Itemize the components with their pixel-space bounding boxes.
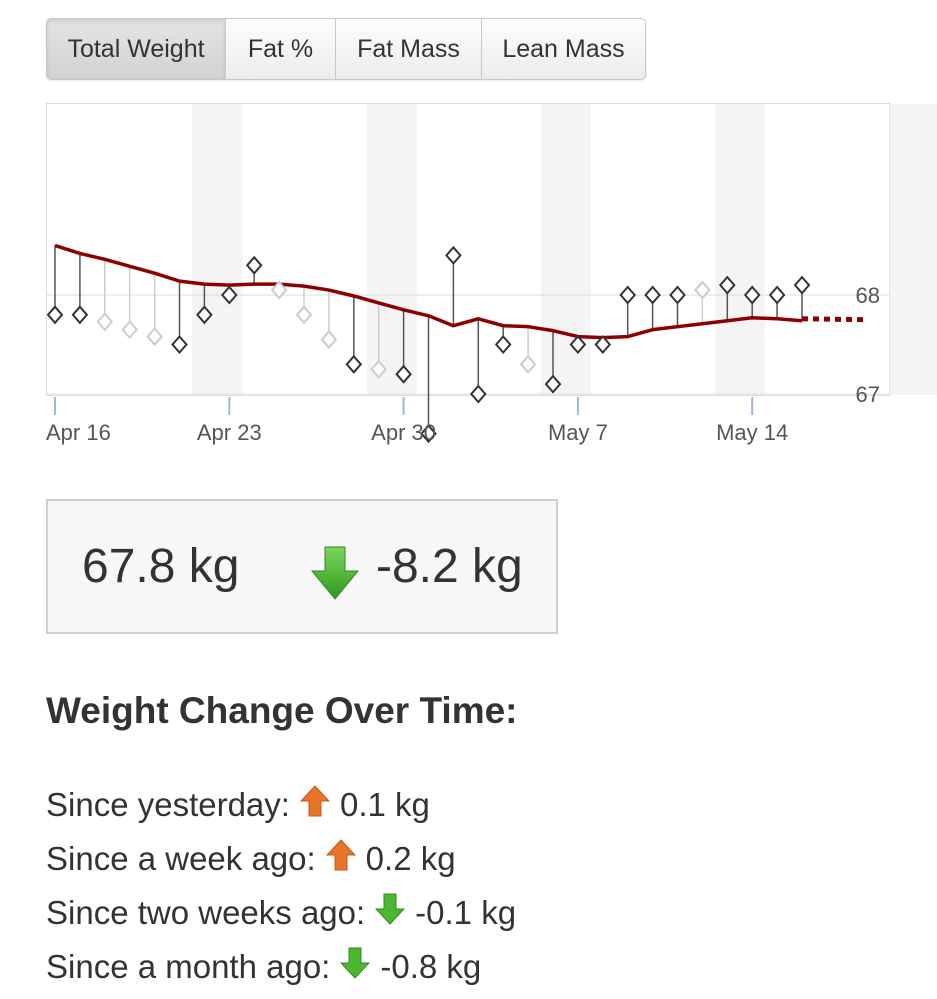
measurement-point: [395, 364, 412, 384]
change-since-two-weeks: Since two weeks ago: -0.1 kg: [46, 886, 516, 940]
measurement-point: [544, 374, 562, 394]
down-arrow-icon: [310, 545, 360, 606]
weekend-band: [715, 104, 766, 395]
measurement-point: [743, 285, 761, 305]
measurement-point: [469, 384, 487, 404]
measurement-point: [768, 285, 786, 305]
x-tick-label: Apr 23: [197, 420, 262, 445]
measurement-point: [196, 305, 213, 325]
change-since-week: Since a week ago: 0.2 kg: [46, 832, 516, 886]
measurement-point: [793, 275, 811, 295]
weekend-band: [889, 104, 937, 395]
tab-lean-mass[interactable]: Lean Mass: [502, 34, 625, 63]
measurement-point: [718, 275, 736, 295]
change-value: 0.1 kg: [339, 786, 430, 823]
forecast-line: [801, 316, 869, 323]
measurement-point: [71, 305, 89, 325]
measurement-point: [619, 285, 637, 305]
weekend-band: [366, 104, 417, 395]
measurement-point: [569, 334, 587, 355]
estimated-measurement-point: [270, 280, 288, 300]
up-arrow-icon: [299, 785, 331, 825]
tab-fat-mass[interactable]: Fat Mass: [336, 19, 482, 79]
tab-fat-percent[interactable]: Fat %: [226, 19, 336, 79]
trend-line: [54, 243, 803, 340]
weekend-band: [541, 104, 591, 395]
measurement-point: [171, 334, 188, 355]
estimated-measurement-point: [295, 305, 313, 325]
total-weight-change: -8.2 kg: [376, 540, 523, 593]
x-tick-label: May 7: [548, 420, 608, 445]
estimated-measurement-point: [146, 327, 163, 347]
change-value: -0.8 kg: [380, 948, 482, 985]
change-since-yesterday: Since yesterday: 0.1 kg: [46, 778, 516, 832]
change-label: Since a week ago:: [46, 840, 316, 877]
measurement-point: [445, 245, 462, 265]
weight-change-heading: Weight Change Over Time:: [46, 690, 518, 731]
measurement-point: [594, 334, 612, 355]
measurement-point: [245, 255, 263, 275]
x-tick-label: Apr 30: [371, 420, 436, 445]
change-label: Since two weeks ago:: [46, 894, 366, 931]
metric-tabs: Total Weight Fat % Fat Mass Lean Mass: [46, 18, 646, 80]
measurement-point: [220, 285, 238, 305]
x-tick-label: Apr 16: [46, 420, 111, 445]
weekend-band: [192, 104, 243, 395]
change-label: Since a month ago:: [46, 948, 331, 985]
y-tick-label: 68: [856, 283, 880, 308]
down-arrow-icon: [340, 947, 371, 987]
estimated-measurement-point: [320, 330, 338, 350]
estimated-measurement-point: [694, 280, 711, 300]
measurement-point: [420, 424, 437, 444]
measurement-point: [494, 334, 512, 355]
estimated-measurement-point: [121, 320, 139, 340]
tab-total-weight[interactable]: Total Weight: [47, 19, 226, 79]
change-since-month: Since a month ago: -0.8 kg: [46, 940, 516, 994]
change-value: 0.2 kg: [365, 840, 456, 877]
y-tick-label: 67: [856, 382, 880, 407]
weight-change-list: Since yesterday: 0.1 kg Since a week ago…: [46, 778, 516, 994]
up-arrow-icon: [325, 839, 356, 879]
weight-chart[interactable]: 67 68 Apr 16 Apr 23 Apr 30 May 7 May 14: [0, 95, 937, 455]
weight-summary-card: 67.8 kg -8.2 kg: [46, 499, 558, 634]
change-value: -0.1 kg: [415, 894, 517, 931]
current-weight: 67.8 kg: [82, 540, 240, 593]
estimated-measurement-point: [96, 312, 114, 332]
estimated-measurement-point: [370, 359, 388, 379]
measurement-point: [345, 354, 363, 374]
measurement-point: [46, 305, 64, 325]
x-tick-label: May 14: [716, 420, 788, 445]
down-arrow-icon: [375, 893, 406, 933]
estimated-measurement-point: [519, 354, 537, 374]
measurement-point: [644, 285, 661, 305]
measurement-point: [669, 285, 686, 305]
change-label: Since yesterday:: [46, 786, 290, 823]
